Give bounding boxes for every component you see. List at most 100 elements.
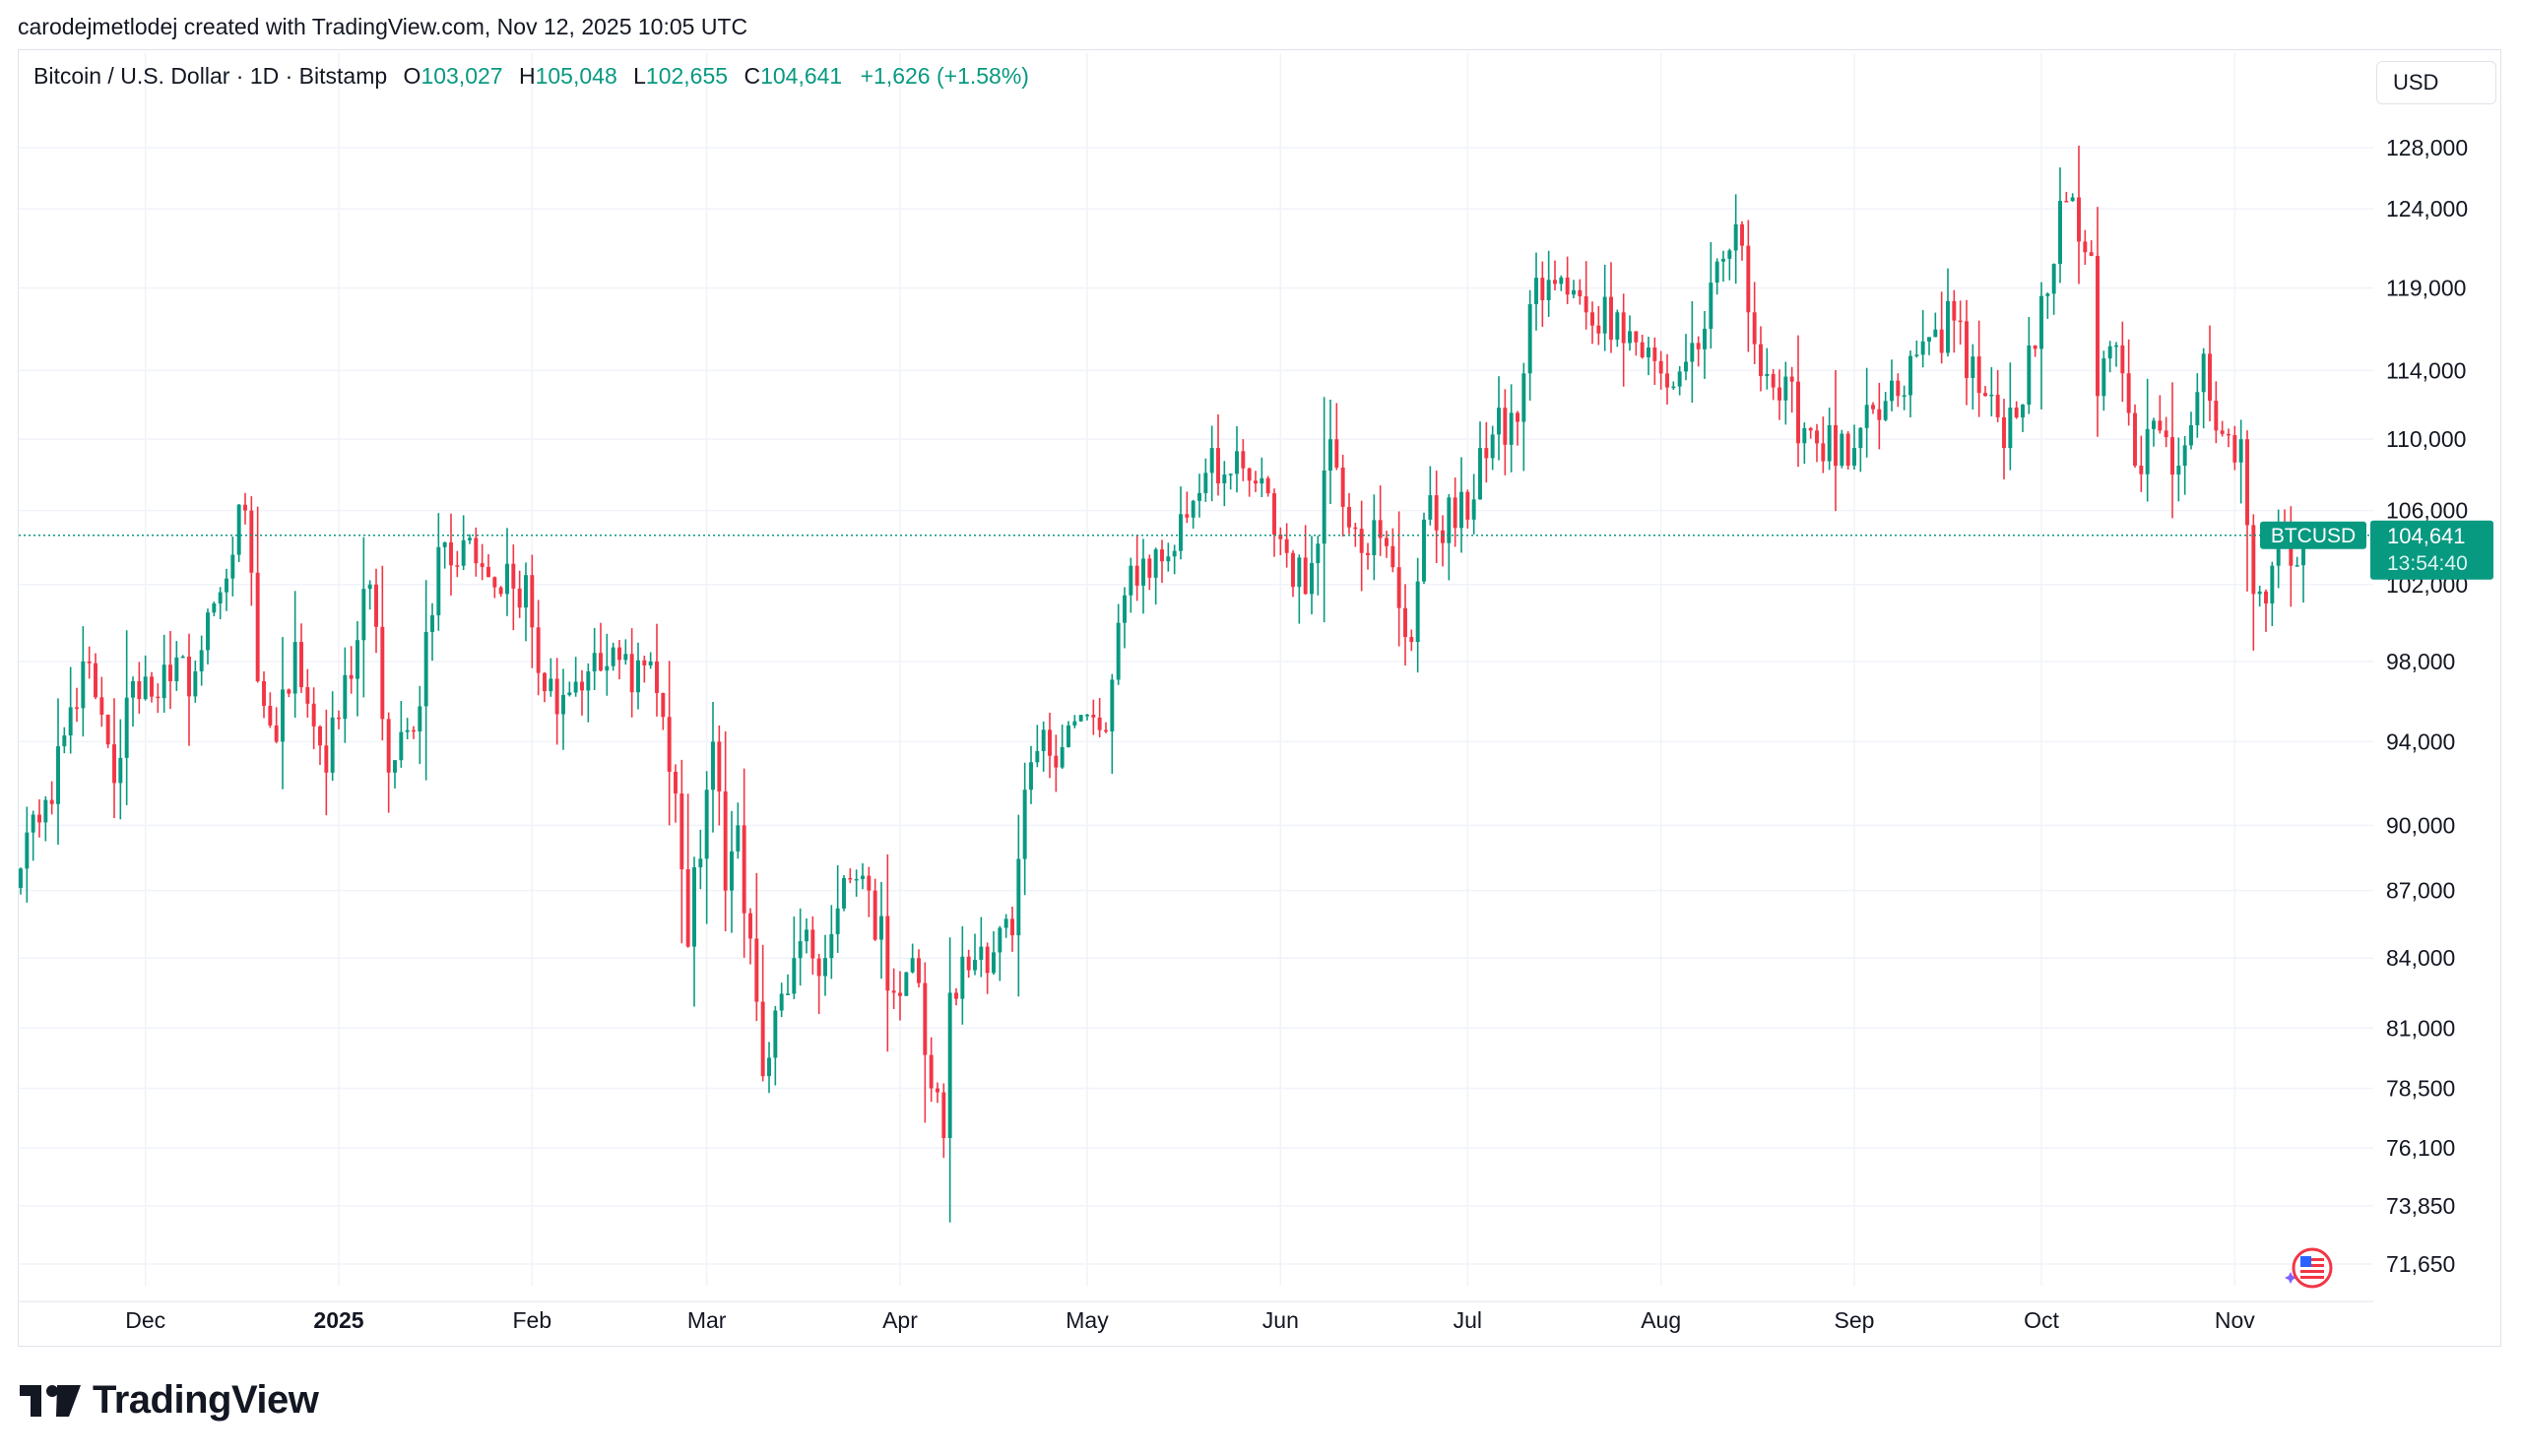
candle-body [505,563,509,595]
candle [861,862,865,890]
candle [1385,531,1389,558]
candle [1640,334,1645,359]
candle-body [199,650,204,671]
candle [337,710,341,729]
candle [1584,261,1588,330]
candle [1022,762,1027,896]
candle [2033,345,2037,357]
candle-body [947,992,952,1138]
candle-body [1447,497,1452,543]
candle [199,635,204,686]
candle [505,528,509,616]
candle [2014,401,2019,419]
candle-body [62,735,67,747]
candle [1671,381,1676,391]
candle [1752,282,1757,364]
candle [1516,411,1519,446]
candle [1067,721,1070,748]
candle-body [1634,331,1639,343]
candle [1939,291,1944,364]
candle-body [168,665,172,681]
candle-body [885,916,890,991]
candle-body [611,647,615,666]
candle [299,623,303,693]
candle-body [249,510,254,573]
candle-body [1465,491,1470,520]
candle-body [2133,412,2137,467]
y-tick-label: 90,000 [2386,812,2455,838]
candle-body [979,946,984,960]
candle [1808,426,1813,439]
candle-body [704,790,709,859]
candle [835,864,840,953]
candle-body [2027,345,2032,405]
candle [124,630,129,805]
candle [1696,336,1701,367]
candle-body [174,657,179,681]
currency-button[interactable]: USD [2376,61,2496,104]
us-flag-icon[interactable] [2283,1246,2334,1290]
candle [1628,315,1632,351]
candle [829,905,834,980]
candle [174,641,179,691]
candle [162,634,166,713]
candle [31,810,35,861]
candle-body [2114,345,2118,348]
candle-body [1334,439,1339,468]
candle [1447,493,1452,581]
candle [1347,492,1351,535]
tradingview-wordmark: TradingView [93,1378,319,1422]
candle-body [212,603,217,613]
candle [2083,229,2088,265]
candle [1521,362,1526,472]
candle-body [292,642,297,694]
candle [1908,350,1912,417]
candle [343,647,348,743]
candle-body [692,866,696,947]
candle [1976,320,1981,417]
candle [449,513,453,596]
candle [1160,539,1164,584]
candle-body [2045,293,2050,296]
candle-body [1976,356,1981,394]
candle-body [1534,278,1538,304]
candle [1852,424,1856,471]
candle [1459,457,1463,553]
candle-body [1902,395,1907,397]
legend: Bitcoin / U.S. Dollar · 1D · Bitstamp O1… [33,63,1029,90]
y-tick-label: 76,100 [2386,1135,2455,1161]
candle [486,553,490,578]
candle [412,726,416,739]
candle [623,639,628,665]
candle [767,1042,771,1094]
candle-body [480,563,485,567]
candle-body [1471,499,1476,520]
candle [1396,511,1401,647]
candle [1153,547,1158,605]
candle-body [1733,223,1738,251]
candle-body [1827,424,1832,462]
price-tag: BTCUSD 104,641 13:54:40 [2260,520,2493,580]
candle-body [1247,468,1252,481]
candle-body [2014,407,2019,418]
candle-body [1845,433,1850,467]
candle [1091,699,1096,735]
candle-body [118,757,123,784]
candle [75,687,79,723]
candle [2195,373,2200,438]
candle-body [1310,562,1314,595]
candle-body [642,660,647,665]
candle-body [1796,381,1800,444]
candle-body [1821,443,1826,462]
candle [1534,252,1538,331]
candle-body [330,717,335,773]
candle-body [412,729,416,732]
candle-body [1927,337,1931,342]
legend-symbol[interactable]: Bitcoin / U.S. Dollar · 1D · Bitstamp [33,63,388,89]
candle [361,537,366,698]
candle [94,653,97,700]
candle-body [143,676,148,700]
tradingview-brand[interactable]: TradingView [20,1378,319,1423]
candle [1166,542,1171,572]
